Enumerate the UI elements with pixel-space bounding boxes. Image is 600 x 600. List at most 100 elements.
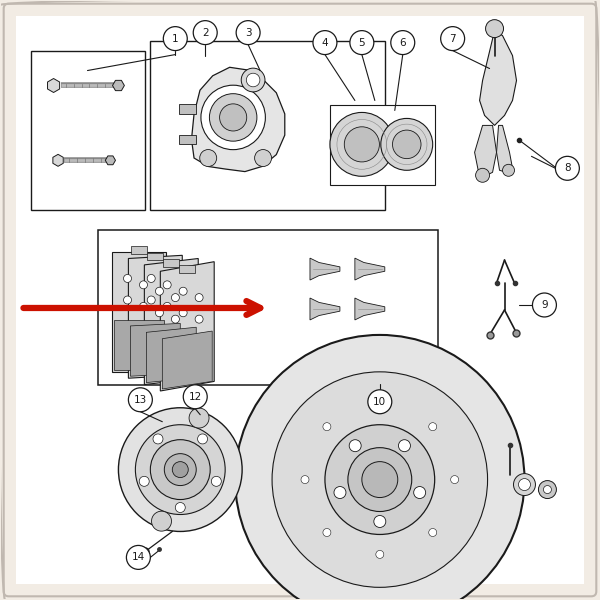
Circle shape — [330, 112, 394, 176]
Circle shape — [392, 130, 421, 158]
Circle shape — [195, 293, 203, 302]
Circle shape — [128, 388, 152, 412]
Circle shape — [118, 408, 242, 532]
Circle shape — [348, 448, 412, 512]
Circle shape — [451, 476, 458, 484]
Polygon shape — [115, 320, 164, 370]
Circle shape — [301, 476, 309, 484]
Circle shape — [163, 26, 187, 50]
Polygon shape — [130, 323, 180, 376]
Circle shape — [197, 434, 208, 444]
Bar — [330, 106, 434, 185]
Bar — [98, 230, 437, 385]
Circle shape — [241, 68, 265, 92]
Circle shape — [155, 287, 163, 295]
Polygon shape — [160, 262, 214, 391]
Bar — [179, 265, 196, 273]
Circle shape — [381, 118, 433, 170]
Bar — [147, 253, 163, 260]
Circle shape — [183, 385, 207, 409]
Circle shape — [323, 422, 331, 431]
Polygon shape — [475, 125, 497, 175]
Circle shape — [376, 550, 384, 559]
Text: 12: 12 — [188, 392, 202, 402]
Bar — [131, 246, 148, 254]
Polygon shape — [145, 259, 198, 385]
Bar — [151, 41, 385, 210]
Circle shape — [272, 372, 488, 587]
Circle shape — [200, 149, 217, 167]
Circle shape — [172, 461, 188, 478]
Circle shape — [124, 296, 131, 304]
Circle shape — [193, 20, 217, 44]
Polygon shape — [163, 331, 212, 389]
Circle shape — [172, 315, 179, 323]
Circle shape — [235, 335, 524, 600]
Circle shape — [164, 454, 196, 485]
Circle shape — [313, 31, 337, 55]
Circle shape — [220, 104, 247, 131]
Circle shape — [429, 529, 437, 536]
Circle shape — [518, 479, 530, 491]
Text: 1: 1 — [172, 34, 179, 44]
Polygon shape — [112, 252, 166, 372]
Circle shape — [368, 390, 392, 414]
Circle shape — [374, 515, 386, 527]
Polygon shape — [479, 31, 517, 125]
Circle shape — [247, 73, 260, 87]
Bar — [31, 50, 145, 210]
Circle shape — [179, 287, 187, 295]
Text: 13: 13 — [134, 395, 147, 405]
Circle shape — [209, 94, 257, 141]
Circle shape — [139, 476, 149, 487]
Text: 9: 9 — [541, 300, 548, 310]
Circle shape — [211, 476, 221, 487]
Circle shape — [350, 31, 374, 55]
Circle shape — [147, 274, 155, 283]
Polygon shape — [146, 327, 196, 383]
Text: 14: 14 — [132, 553, 145, 562]
Circle shape — [344, 127, 379, 162]
Text: 6: 6 — [400, 38, 406, 47]
Circle shape — [323, 529, 331, 536]
Circle shape — [152, 511, 172, 531]
Circle shape — [136, 425, 225, 515]
Circle shape — [124, 274, 131, 283]
Polygon shape — [128, 256, 182, 378]
Circle shape — [139, 302, 148, 310]
Text: 5: 5 — [359, 38, 365, 47]
Text: 4: 4 — [322, 38, 328, 47]
Bar — [163, 259, 179, 267]
Bar — [179, 104, 196, 114]
Text: 7: 7 — [449, 34, 456, 44]
Polygon shape — [106, 156, 115, 165]
Polygon shape — [355, 298, 385, 320]
Circle shape — [391, 31, 415, 55]
Circle shape — [538, 481, 556, 499]
Circle shape — [556, 157, 580, 180]
Circle shape — [189, 408, 209, 428]
Circle shape — [147, 296, 155, 304]
Text: 3: 3 — [245, 28, 251, 38]
Circle shape — [503, 164, 515, 176]
Circle shape — [349, 440, 361, 452]
Circle shape — [429, 422, 437, 431]
Circle shape — [476, 169, 490, 182]
Circle shape — [155, 309, 163, 317]
Circle shape — [201, 85, 265, 149]
Polygon shape — [47, 79, 59, 92]
Circle shape — [163, 302, 171, 310]
Circle shape — [175, 503, 185, 512]
Bar — [179, 135, 196, 143]
Polygon shape — [191, 67, 285, 172]
Circle shape — [179, 309, 187, 317]
Circle shape — [376, 401, 384, 409]
Polygon shape — [113, 80, 124, 91]
Circle shape — [398, 440, 410, 452]
Text: 10: 10 — [373, 397, 386, 407]
Polygon shape — [310, 258, 340, 280]
Circle shape — [139, 281, 148, 289]
Circle shape — [362, 461, 398, 497]
Circle shape — [153, 434, 163, 444]
Circle shape — [514, 473, 535, 496]
